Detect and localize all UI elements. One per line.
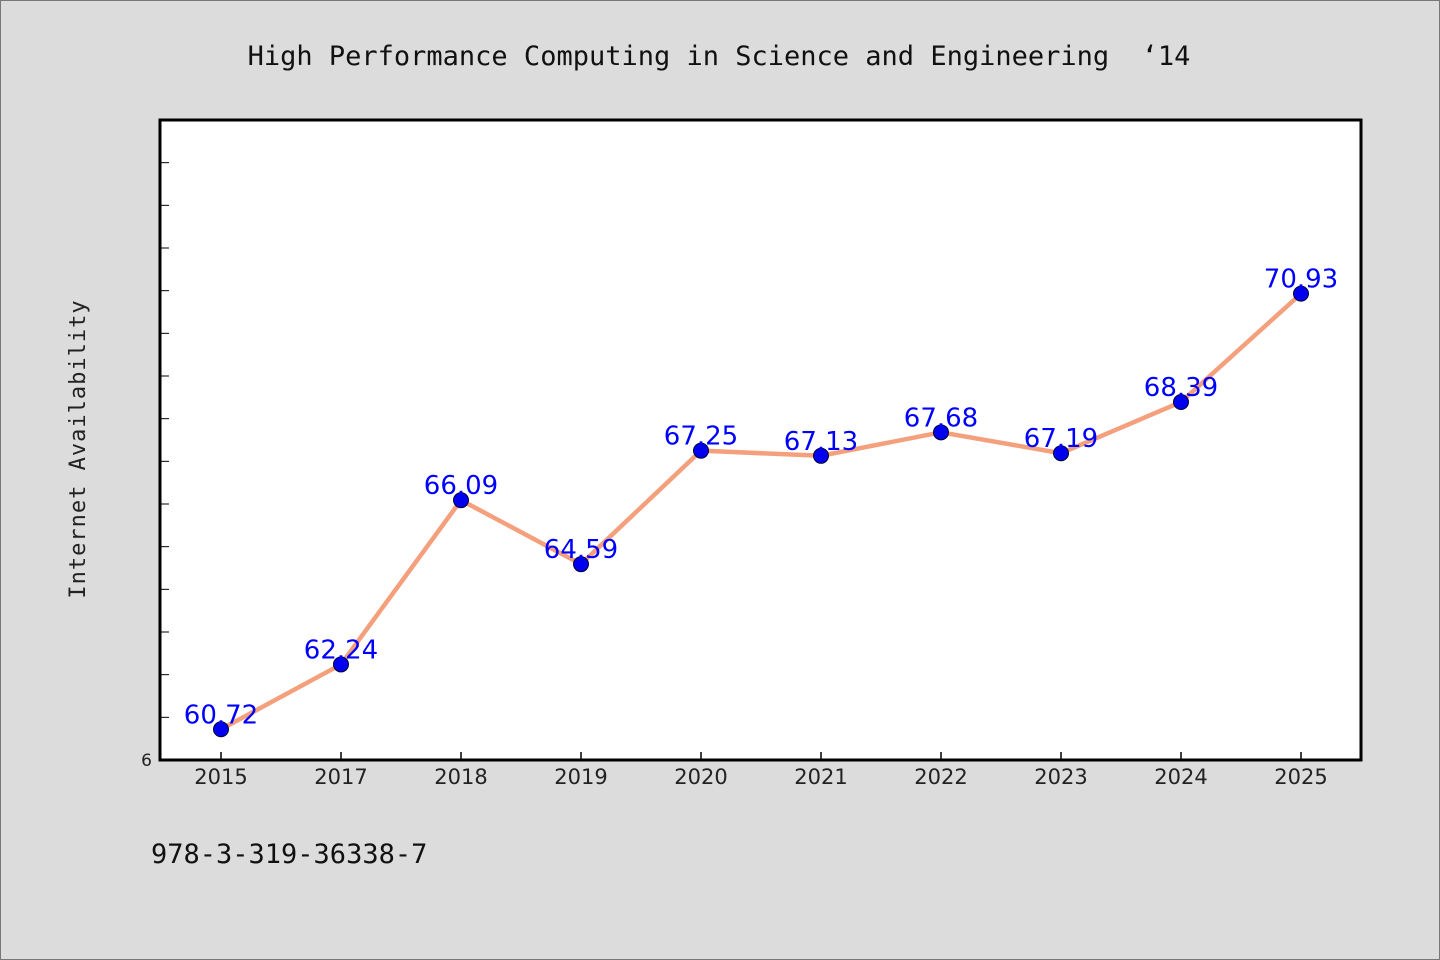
y-axis-ticks: 6 <box>141 162 169 771</box>
x-tick-label: 2018 <box>434 765 487 789</box>
data-label: 67.68 <box>904 403 978 433</box>
x-tick-label: 2023 <box>1034 765 1087 789</box>
chart-title: High Performance Computing in Science an… <box>248 41 1191 72</box>
data-label: 62.24 <box>304 635 378 665</box>
isbn-text: 978-3-319-36338-7 <box>151 839 427 870</box>
data-point <box>813 447 829 464</box>
x-tick-label: 2020 <box>674 765 727 789</box>
x-tick-label: 2017 <box>314 765 367 789</box>
x-tick-label: 2021 <box>794 765 847 789</box>
x-tick-label: 2025 <box>1274 765 1327 789</box>
data-point <box>1053 445 1069 462</box>
data-point <box>573 556 589 573</box>
data-label: 67.19 <box>1024 424 1098 454</box>
y-tick-label: 6 <box>141 751 152 771</box>
data-label: 60.72 <box>184 700 258 730</box>
data-label: 67.25 <box>664 422 738 452</box>
x-axis-ticks: 2015 2017 2018 2019 2020 2021 2022 2023 2024 2025 <box>194 752 1328 789</box>
data-label: 66.09 <box>424 471 498 501</box>
data-label: 64.59 <box>544 535 618 565</box>
x-tick-label: 2015 <box>194 765 247 789</box>
x-tick-label: 2022 <box>914 765 967 789</box>
data-labels: 60.72 62.24 66.09 64.59 67.25 67.13 67.68 67.19… <box>184 265 1338 731</box>
x-tick-label: 2024 <box>1154 765 1207 789</box>
series-line <box>219 291 1303 732</box>
x-tick-label: 2019 <box>554 765 607 789</box>
data-point <box>693 442 709 459</box>
data-point <box>213 721 229 738</box>
data-point <box>453 492 469 509</box>
data-point <box>333 656 349 673</box>
series-group <box>213 285 1309 738</box>
data-point <box>1293 285 1309 302</box>
data-label: 67.13 <box>784 427 858 457</box>
y-axis-label: Internet Availability <box>66 299 91 598</box>
data-label: 70.93 <box>1264 265 1338 295</box>
data-label: 68.39 <box>1144 373 1218 403</box>
plot-area <box>158 118 1363 762</box>
data-point <box>1173 394 1189 411</box>
data-point <box>933 424 949 441</box>
